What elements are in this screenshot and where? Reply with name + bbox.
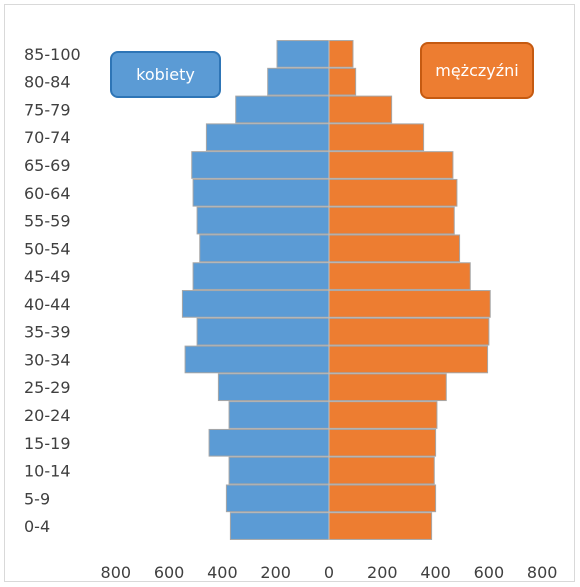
bar-women-15-19 <box>208 428 330 457</box>
x-tick-labels: 800 600 400 200 0 200 400 600 800 <box>101 563 558 582</box>
x-tick-label: 0 <box>324 563 334 582</box>
bar-women-60-64 <box>192 178 330 207</box>
men-bars <box>328 40 491 540</box>
x-tick-label: 400 <box>207 563 238 582</box>
x-tick-label: 400 <box>420 563 451 582</box>
category-label-5-9: 5-9 <box>24 489 50 508</box>
bar-men-85-100 <box>328 40 354 68</box>
bar-women-50-54 <box>199 234 330 263</box>
bar-men-20-24 <box>328 401 438 429</box>
legend-men-label: mężczyźni <box>435 61 519 80</box>
category-label-55-59: 55-59 <box>24 212 71 231</box>
bar-women-55-59 <box>196 206 330 235</box>
category-label-20-24: 20-24 <box>24 406 71 425</box>
category-label-30-34: 30-34 <box>24 350 71 369</box>
category-label-85-100: 85-100 <box>24 45 81 64</box>
bar-women-0-4 <box>229 512 330 540</box>
category-label-80-84: 80-84 <box>24 73 71 92</box>
bar-women-30-34 <box>184 345 330 374</box>
x-tick-label: 800 <box>101 563 132 582</box>
x-tick-label: 800 <box>527 563 558 582</box>
category-label-15-19: 15-19 <box>24 434 71 453</box>
category-label-45-49: 45-49 <box>24 267 71 286</box>
bar-men-45-49 <box>328 262 471 290</box>
category-label-10-14: 10-14 <box>24 462 71 481</box>
bar-men-35-39 <box>328 317 490 346</box>
bar-women-80-84 <box>267 67 330 96</box>
bar-men-80-84 <box>328 67 357 96</box>
bar-men-15-19 <box>328 428 437 457</box>
bar-men-5-9 <box>328 484 437 513</box>
bar-men-75-79 <box>328 95 393 124</box>
category-label-75-79: 75-79 <box>24 100 71 119</box>
legend-women: kobiety <box>110 51 221 98</box>
bar-men-70-74 <box>328 123 425 152</box>
bar-women-40-44 <box>181 290 330 318</box>
x-tick-label: 600 <box>154 563 185 582</box>
bar-men-10-14 <box>328 456 435 485</box>
bar-women-65-69 <box>191 151 330 179</box>
bar-women-5-9 <box>225 484 330 513</box>
x-tick-label: 200 <box>260 563 291 582</box>
bar-women-75-79 <box>235 95 330 124</box>
category-label-25-29: 25-29 <box>24 378 71 397</box>
legend-men: mężczyźni <box>420 42 534 99</box>
bar-men-65-69 <box>328 151 454 179</box>
x-tick-label: 200 <box>367 563 398 582</box>
bar-men-30-34 <box>328 345 489 374</box>
category-label-0-4: 0-4 <box>24 517 50 536</box>
bar-men-0-4 <box>328 512 433 540</box>
bar-women-25-29 <box>217 373 330 402</box>
bar-men-60-64 <box>328 178 458 207</box>
x-tick-label: 600 <box>474 563 505 582</box>
category-label-40-44: 40-44 <box>24 295 71 314</box>
bar-women-10-14 <box>228 456 330 485</box>
category-label-65-69: 65-69 <box>24 156 71 175</box>
women-bars <box>181 40 330 540</box>
bar-women-70-74 <box>205 123 330 152</box>
bar-men-50-54 <box>328 234 461 263</box>
category-label-35-39: 35-39 <box>24 323 71 342</box>
bar-women-45-49 <box>192 262 330 290</box>
bar-men-25-29 <box>328 373 447 402</box>
bar-women-35-39 <box>196 317 330 346</box>
category-label-70-74: 70-74 <box>24 128 71 147</box>
category-labels: 0-4 5-9 10-14 15-19 20-24 25-29 30-34 35-39 40-4… <box>24 45 81 536</box>
bar-women-85-100 <box>276 40 330 68</box>
category-label-50-54: 50-54 <box>24 239 71 258</box>
legend-women-label: kobiety <box>136 65 195 84</box>
category-label-60-64: 60-64 <box>24 184 71 203</box>
bar-women-20-24 <box>228 401 330 429</box>
bar-men-55-59 <box>328 206 455 235</box>
bar-men-40-44 <box>328 290 491 318</box>
